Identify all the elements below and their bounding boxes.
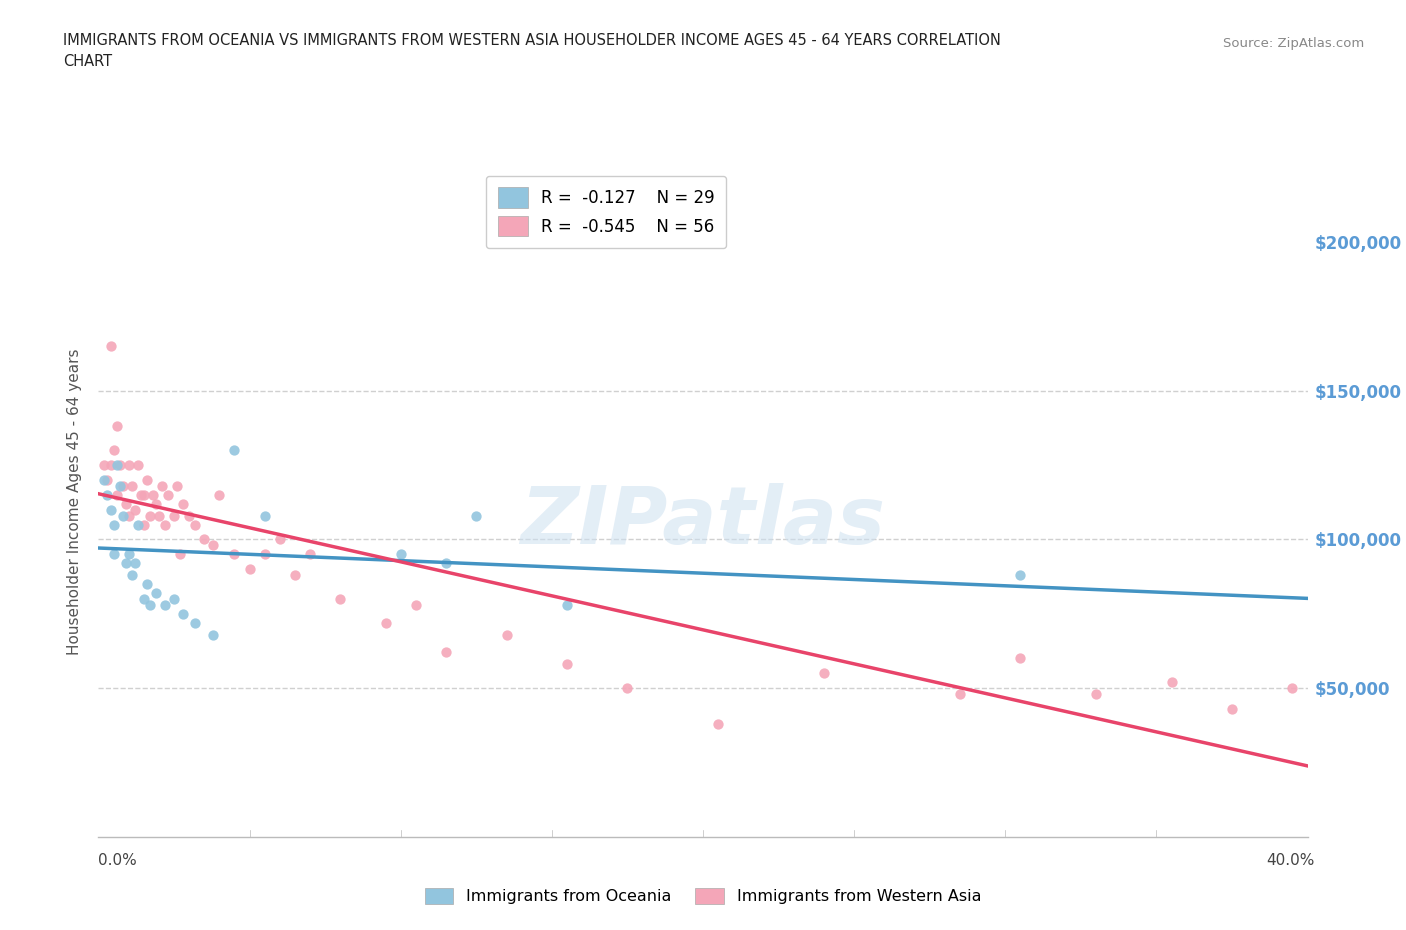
Point (184, 517, 207, 532)
Point (208, 487, 231, 502)
Point (93, 458, 115, 472)
Point (1085, 686, 1108, 701)
Point (1281, 681, 1303, 696)
Point (132, 517, 155, 532)
Point (96, 472, 118, 487)
Point (100, 502, 122, 517)
Point (100, 339, 122, 353)
Legend: Immigrants from Oceania, Immigrants from Western Asia: Immigrants from Oceania, Immigrants from… (418, 882, 988, 910)
Point (132, 487, 155, 502)
Point (156, 487, 179, 502)
Point (253, 508, 276, 523)
Point (269, 532, 291, 547)
Point (121, 567, 143, 582)
Point (153, 597, 176, 612)
Point (193, 532, 215, 547)
Point (184, 616, 207, 631)
Point (202, 538, 225, 552)
Text: 40.0%: 40.0% (1267, 853, 1315, 868)
Point (555, 597, 578, 612)
Point (299, 547, 322, 562)
Point (166, 478, 188, 493)
Point (103, 443, 125, 458)
Text: 0.0%: 0.0% (98, 853, 138, 868)
Point (150, 478, 173, 493)
Point (153, 517, 176, 532)
Point (127, 517, 149, 532)
Point (224, 443, 246, 458)
Point (139, 597, 162, 612)
Point (132, 591, 155, 606)
Y-axis label: Householder Income Ages 45 - 64 years: Householder Income Ages 45 - 64 years (67, 349, 83, 656)
Point (555, 657, 578, 671)
Point (129, 487, 152, 502)
Point (163, 508, 186, 523)
Point (148, 508, 170, 523)
Point (108, 458, 131, 472)
Point (96, 487, 118, 502)
Point (114, 497, 136, 512)
Point (389, 547, 412, 562)
Point (103, 547, 125, 562)
Point (813, 666, 835, 681)
Point (93, 472, 115, 487)
Point (179, 508, 201, 523)
Point (145, 586, 167, 601)
Point (108, 478, 131, 493)
Point (1010, 567, 1032, 582)
Point (135, 472, 157, 487)
Legend: R =  -0.127    N = 29, R =  -0.545    N = 56: R = -0.127 N = 29, R = -0.545 N = 56 (486, 176, 727, 248)
Point (495, 627, 517, 642)
Point (434, 556, 457, 571)
Point (616, 681, 638, 696)
Point (105, 458, 128, 472)
Point (111, 478, 134, 493)
Point (124, 502, 146, 517)
Point (169, 547, 191, 562)
Point (1220, 701, 1243, 716)
Point (118, 547, 141, 562)
Point (172, 497, 194, 512)
Point (405, 597, 427, 612)
Point (253, 547, 276, 562)
Point (284, 567, 307, 582)
Point (105, 418, 128, 433)
Point (127, 458, 149, 472)
Point (1160, 675, 1182, 690)
Point (114, 556, 136, 571)
Point (239, 562, 262, 577)
Point (329, 591, 352, 606)
Text: IMMIGRANTS FROM OCEANIA VS IMMIGRANTS FROM WESTERN ASIA HOUSEHOLDER INCOME AGES : IMMIGRANTS FROM OCEANIA VS IMMIGRANTS FR… (63, 33, 1001, 47)
Point (124, 556, 146, 571)
Point (139, 508, 162, 523)
Point (105, 487, 128, 502)
Point (100, 458, 122, 472)
Point (202, 627, 225, 642)
Text: ZIPatlas: ZIPatlas (520, 484, 886, 562)
Point (118, 508, 141, 523)
Point (374, 616, 396, 631)
Point (163, 591, 186, 606)
Point (135, 577, 157, 591)
Point (224, 547, 246, 562)
Text: CHART: CHART (63, 54, 112, 69)
Point (172, 606, 194, 621)
Point (111, 508, 134, 523)
Point (145, 497, 167, 512)
Point (707, 716, 730, 731)
Point (434, 645, 457, 660)
Point (465, 508, 488, 523)
Point (142, 487, 165, 502)
Text: Source: ZipAtlas.com: Source: ZipAtlas.com (1223, 37, 1364, 50)
Point (949, 686, 972, 701)
Point (1010, 651, 1032, 666)
Point (121, 478, 143, 493)
Point (118, 458, 141, 472)
Point (103, 517, 125, 532)
